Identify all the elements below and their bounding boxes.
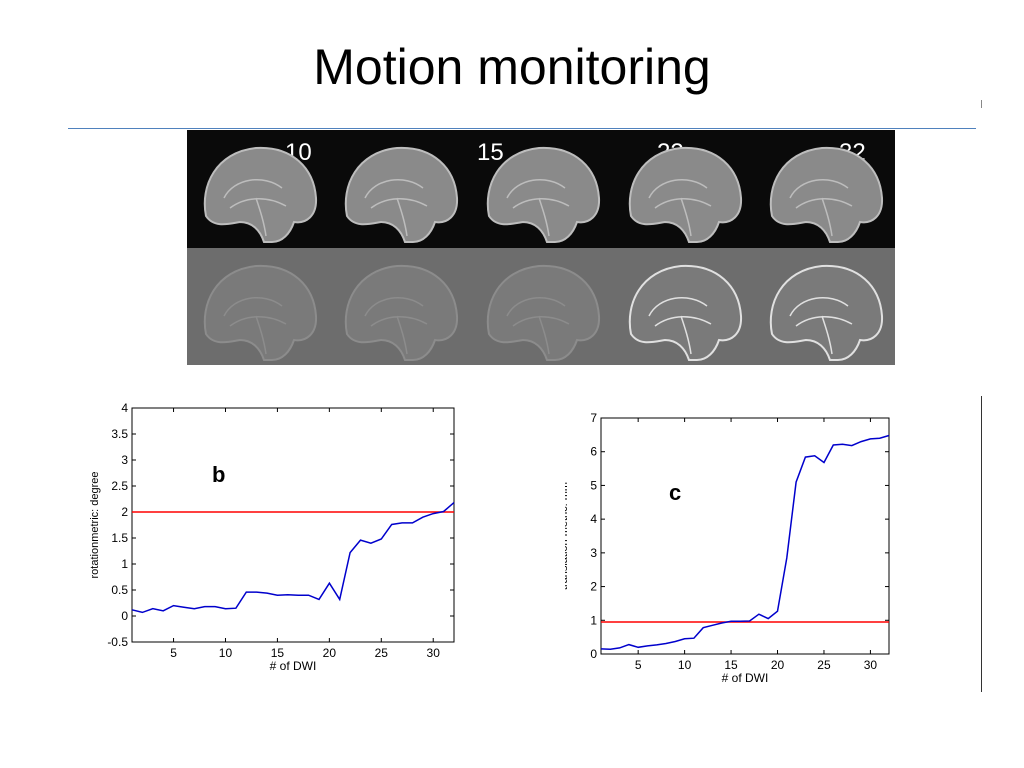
y-tick-label: 2 — [121, 505, 128, 519]
brain-folds — [506, 179, 570, 237]
x-tick-label: 25 — [817, 658, 831, 672]
chart-rotation: -0.5 0 0.5 1 1.5 2 2.5 3 3.5 4 5 10 15 20 25 30 # of DWI… — [89, 401, 455, 673]
x-axis-label: # of DWI — [722, 671, 769, 685]
brain-outline — [770, 264, 884, 361]
brain-folds — [223, 179, 287, 237]
y-tick-label: 2 — [590, 580, 597, 594]
brain-folds — [647, 297, 711, 355]
y-tick-label: 4 — [121, 401, 128, 415]
x-tick-label: 10 — [219, 646, 233, 660]
y-tick-label: 0 — [590, 647, 597, 661]
edge-mark — [981, 100, 982, 108]
x-tick-label: 10 — [678, 658, 692, 672]
y-tick-label: 1 — [590, 613, 597, 627]
y-tick-label: 7 — [590, 411, 597, 425]
y-tick-label: 6 — [590, 445, 597, 459]
y-axis-label: rotationmetric: degree — [89, 472, 101, 579]
x-tick-label: 30 — [427, 646, 441, 660]
brain-folds — [364, 179, 428, 237]
brain-slice-bottom — [345, 264, 459, 361]
title-divider — [68, 128, 976, 129]
brain-folds — [223, 297, 287, 355]
brain-outline — [203, 264, 317, 361]
x-tick-label: 15 — [271, 646, 285, 660]
brain-folds — [789, 179, 853, 237]
y-tick-label: -0.5 — [107, 635, 128, 649]
brain-slice-bottom — [770, 264, 884, 361]
brain-slice-bottom — [628, 264, 742, 361]
y-tick-label: 0.5 — [111, 583, 128, 597]
mri-label-15: 15 — [477, 139, 504, 166]
brain-folds — [506, 297, 570, 355]
slide-title: Motion monitoring — [313, 39, 711, 95]
x-tick-label: 20 — [323, 646, 337, 660]
brain-slice-top — [345, 146, 459, 243]
mri-image-panel: 10 15 22 32 — [187, 130, 895, 365]
y-axis-label: translation metric: mm — [565, 482, 570, 590]
data-series-line — [600, 434, 890, 651]
brain-slice-bottom — [486, 264, 601, 361]
plot-frame — [131, 407, 455, 643]
chart-translation: 0 1 2 3 4 5 6 7 5 10 15 20 25 30 # of DWI translation m… — [565, 411, 890, 685]
edge-line — [981, 396, 982, 692]
y-tick-label: 3 — [121, 453, 128, 467]
brain-folds — [364, 297, 428, 355]
brain-outline — [345, 146, 459, 243]
brain-outline — [345, 264, 459, 361]
brain-outline — [486, 264, 601, 361]
y-tick-label: 3.5 — [111, 427, 128, 441]
x-axis-label: # of DWI — [270, 659, 317, 673]
x-tick-label: 20 — [771, 658, 785, 672]
brain-outline — [628, 146, 742, 243]
y-tick-label: 0 — [121, 609, 128, 623]
x-tick-label: 30 — [864, 658, 878, 672]
data-series-line — [131, 502, 455, 614]
y-tick-label: 5 — [590, 478, 597, 492]
y-tick-label: 4 — [590, 512, 597, 526]
brain-slice-top — [203, 146, 317, 243]
x-tick-label: 15 — [724, 658, 738, 672]
y-tick-label: 1 — [121, 557, 128, 571]
brain-slice-top — [486, 146, 601, 243]
x-tick-label: 5 — [170, 646, 177, 660]
brain-slice-top — [770, 146, 884, 243]
brain-slice-bottom — [203, 264, 317, 361]
plot-frame — [600, 417, 890, 655]
brain-outline — [628, 264, 742, 361]
x-tick-label: 25 — [375, 646, 389, 660]
y-tick-label: 2.5 — [111, 479, 128, 493]
x-tick-label: 5 — [635, 658, 642, 672]
y-tick-label: 1.5 — [111, 531, 128, 545]
brain-outline — [770, 146, 884, 243]
brain-outline — [486, 146, 601, 243]
brain-outline — [203, 146, 317, 243]
panel-label: b — [212, 462, 225, 487]
brain-slice-top — [628, 146, 742, 243]
brain-folds — [789, 297, 853, 355]
y-tick-label: 3 — [590, 546, 597, 560]
brain-folds — [647, 179, 711, 237]
panel-label: c — [669, 480, 681, 505]
